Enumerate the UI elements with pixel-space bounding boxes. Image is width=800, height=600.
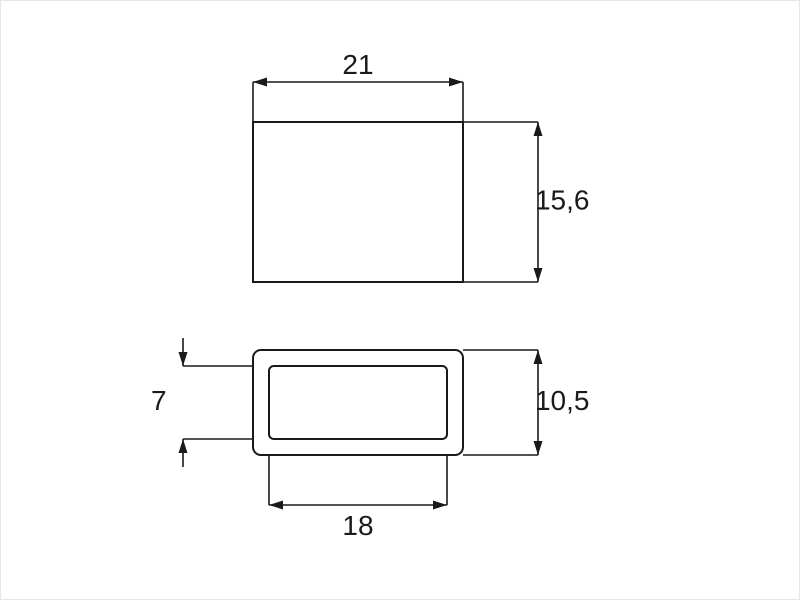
dimension-arrowhead [179,439,188,453]
canvas-frame [1,1,800,600]
dimension-arrowhead [449,78,463,87]
dim-top-width: 21 [342,49,373,80]
dim-top-height: 15,6 [535,184,590,215]
dimension-arrowhead [534,122,543,136]
dimension-arrowhead [534,441,543,455]
bottom-view-inner [269,366,447,439]
dimension-arrowhead [534,268,543,282]
dimension-arrowhead [269,501,283,510]
dimension-arrowhead [253,78,267,87]
top-view-rectangle [253,122,463,282]
dimension-arrowhead [433,501,447,510]
dimension-arrowhead [534,350,543,364]
dim-bottom-inner-height: 7 [151,385,167,416]
dim-bottom-outer-height: 10,5 [535,385,590,416]
dimension-arrowhead [179,352,188,366]
dim-bottom-inner-width: 18 [342,510,373,541]
